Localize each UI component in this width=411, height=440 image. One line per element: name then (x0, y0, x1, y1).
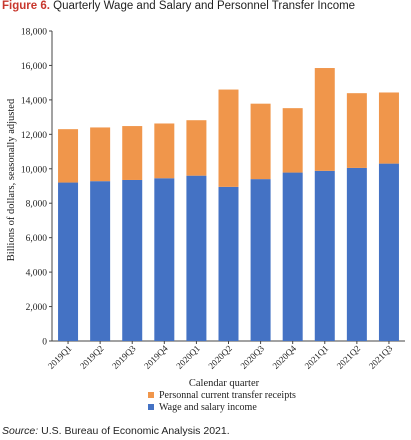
bar-wage (218, 186, 239, 341)
x-axis-label: Calendar quarter (189, 378, 260, 389)
legend-label: Wage and salary income (159, 402, 257, 413)
bar-transfer (346, 93, 367, 168)
source-note: Source: U.S. Bureau of Economic Analysis… (2, 425, 230, 437)
x-tick-label: 2019Q4 (142, 343, 170, 371)
x-tick-label: 2020Q4 (271, 343, 299, 371)
y-tick-label: 14,000 (21, 96, 47, 106)
bar-wage (122, 179, 143, 341)
y-tick-label: 18,000 (21, 28, 47, 38)
figure-title: Figure 6. Quarterly Wage and Salary and … (2, 0, 355, 12)
bar-wage (186, 175, 207, 341)
plot-area: 0 2,000 4,000 6,000 8,000 10,000 12,000 14,000 1… (21, 28, 405, 371)
figure-title-text: Quarterly Wage and Salary and Personnel … (53, 0, 356, 12)
x-tick-label: 2021Q2 (335, 343, 363, 371)
x-tick-label: 2020Q1 (174, 343, 202, 371)
bar-transfer (314, 68, 335, 171)
bar-transfer (218, 89, 239, 187)
bar-transfer (58, 129, 79, 183)
bar-transfer (154, 123, 175, 179)
legend-swatch (148, 404, 154, 410)
bar-transfer (90, 127, 111, 182)
x-tick-label: 2019Q2 (78, 343, 106, 371)
legend-label: Personnal current transfer receipts (159, 390, 296, 401)
bar-wage (346, 167, 367, 341)
y-tick-label: 2,000 (26, 303, 48, 313)
bar-wage (378, 163, 399, 341)
x-tick-label: 2020Q3 (238, 343, 266, 371)
x-tick-label: 2019Q3 (110, 343, 138, 371)
x-tick-label: 2019Q1 (46, 343, 74, 371)
bar-transfer (122, 126, 143, 180)
figure-number: Figure 6. (2, 0, 50, 12)
y-tick-label: 0 (42, 338, 47, 348)
bar-wage (282, 172, 303, 341)
bar-transfer (250, 103, 271, 180)
legend: Personnal current transfer receiptsWage … (148, 390, 296, 413)
y-tick-label: 10,000 (21, 165, 47, 175)
bar-wage (314, 170, 335, 341)
y-tick-label: 6,000 (26, 234, 48, 244)
bar-transfer (186, 120, 207, 176)
x-tick-label: 2020Q2 (206, 343, 234, 371)
bar-transfer (282, 108, 303, 173)
bar-wage (154, 178, 175, 341)
y-tick-label: 8,000 (26, 200, 48, 210)
legend-swatch (148, 392, 154, 398)
y-tick-label: 12,000 (21, 131, 47, 141)
source-text: U.S. Bureau of Economic Analysis 2021. (41, 425, 230, 437)
y-axis-label: Billions of dollars, seasonally adjusted (6, 98, 17, 261)
bar-transfer (378, 92, 399, 164)
x-tick-label: 2021Q1 (303, 343, 331, 371)
bar-wage (90, 181, 111, 341)
bar-wage (58, 182, 79, 341)
y-tick-label: 4,000 (26, 269, 48, 279)
source-label: Source: (2, 425, 39, 437)
y-tick-label: 16,000 (21, 62, 47, 72)
x-tick-label: 2021Q3 (367, 343, 395, 371)
bar-wage (250, 179, 271, 341)
